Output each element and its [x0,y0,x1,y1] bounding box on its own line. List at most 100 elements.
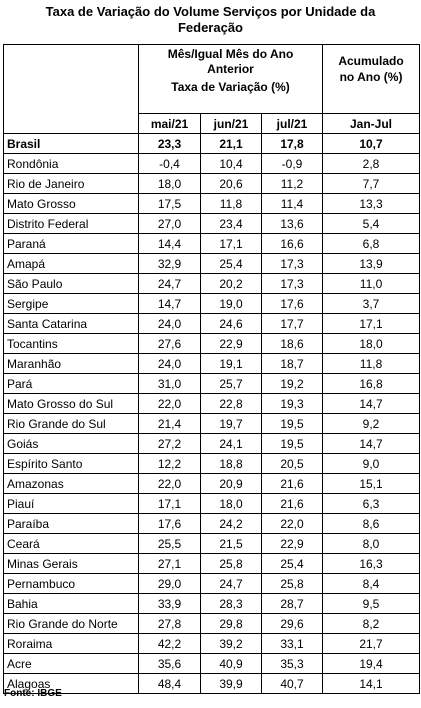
row-jun-cell: 10,4 [200,153,262,174]
row-mai-cell: 33,9 [138,593,201,614]
row-acc-cell: 6,3 [322,493,421,514]
row-name-cell: Alagoas [3,673,139,694]
row-mai-cell: 18,0 [138,173,201,194]
row-jun-cell: 20,9 [200,473,262,494]
row-jul-cell: 21,6 [260,493,324,514]
table-row: Paraíba 17,6 24,2 22,0 8,6 [3,513,421,534]
row-jul-cell: 22,9 [260,533,324,554]
header-col-acc: Jan-Jul [322,113,421,134]
row-jun-cell: 17,1 [200,233,262,254]
table-row: Alagoas 48,4 39,9 40,7 14,1 [3,673,421,694]
row-name-cell: Mato Grosso do Sul [3,393,139,414]
row-jul-cell: 29,6 [260,613,324,634]
row-jun-cell: 24,2 [200,513,262,534]
table-row: Bahia 33,9 28,3 28,7 9,5 [3,593,421,614]
table-row: Ceará 25,5 21,5 22,9 8,0 [3,533,421,554]
row-name-cell: Roraima [3,633,139,654]
row-jun-cell: 19,0 [200,293,262,314]
row-mai-cell: 21,4 [138,413,201,434]
header-accumulated: Acumulado no Ano (%) [322,44,421,114]
row-jun-cell: 39,2 [200,633,262,654]
table-row: Acre 35,6 40,9 35,3 19,4 [3,653,421,674]
table-row: Piauí 17,1 18,0 21,6 6,3 [3,493,421,514]
row-jul-cell: 17,3 [260,273,324,294]
table-row-total: Brasil 23,3 21,1 17,8 10,7 [3,133,421,154]
table-row: Distrito Federal 27,0 23,4 13,6 5,4 [3,213,421,234]
header-group-line-2: Anterior [207,62,254,76]
row-mai-cell: 27,2 [138,433,201,454]
table-row: Rio Grande do Norte 27,8 29,8 29,6 8,2 [3,613,421,634]
table-row: Sergipe 14,7 19,0 17,6 3,7 [3,293,421,314]
table-row: Tocantins 27,6 22,9 18,6 18,0 [3,333,421,354]
row-jun-cell: 39,9 [200,673,262,694]
row-jul-cell: 19,5 [260,413,324,434]
row-name-cell: Goiás [3,433,139,454]
table-row: Espírito Santo 12,2 18,8 20,5 9,0 [3,453,421,474]
source-note: Fonte: IBGE [4,688,62,699]
row-acc-cell: 19,4 [322,653,421,674]
table-title: Taxa de Variação do Volume Serviços por … [0,4,421,36]
row-name-cell: Bahia [3,593,139,614]
table-row: Goiás 27,2 24,1 19,5 14,7 [3,433,421,454]
row-jul-cell: 19,5 [260,433,324,454]
row-mai-cell: 17,5 [138,193,201,214]
row-mai-cell: 27,0 [138,213,201,234]
row-name-cell: Sergipe [3,293,139,314]
row-jun-cell: 11,8 [200,193,262,214]
row-jul-cell: -0,9 [260,153,324,174]
row-acc-cell: 13,3 [322,193,421,214]
row-jun-cell: 24,6 [200,313,262,334]
row-mai-cell: 27,6 [138,333,201,354]
row-name-cell: Maranhão [3,353,139,374]
row-jun-cell: 18,8 [200,453,262,474]
row-jun-cell: 21,1 [200,133,262,154]
row-acc-cell: 9,0 [322,453,421,474]
row-acc-cell: 10,7 [322,133,421,154]
row-mai-cell: 24,0 [138,353,201,374]
row-jun-cell: 28,3 [200,593,262,614]
row-jul-cell: 11,2 [260,173,324,194]
row-acc-cell: 8,2 [322,613,421,634]
table-row: Rondônia -0,4 10,4 -0,9 2,8 [3,153,421,174]
row-jul-cell: 17,3 [260,253,324,274]
row-name-cell: Tocantins [3,333,139,354]
row-jul-cell: 17,6 [260,293,324,314]
table-row: Mato Grosso 17,5 11,8 11,4 13,3 [3,193,421,214]
row-jul-cell: 19,3 [260,393,324,414]
row-acc-cell: 13,9 [322,253,421,274]
row-mai-cell: 48,4 [138,673,201,694]
header-acc-line-2: no Ano (%) [339,70,403,84]
row-mai-cell: 12,2 [138,453,201,474]
table-row: Paraná 14,4 17,1 16,6 6,8 [3,233,421,254]
row-jul-cell: 35,3 [260,653,324,674]
row-mai-cell: 25,5 [138,533,201,554]
row-mai-cell: 22,0 [138,473,201,494]
services-volume-table: Mês/Igual Mês do Ano Anterior Taxa de Va… [3,44,421,694]
row-jun-cell: 25,8 [200,553,262,574]
row-name-cell: Piauí [3,493,139,514]
row-mai-cell: -0,4 [138,153,201,174]
row-acc-cell: 11,8 [322,353,421,374]
row-mai-cell: 14,4 [138,233,201,254]
row-jul-cell: 40,7 [260,673,324,694]
row-mai-cell: 22,0 [138,393,201,414]
table-row: Santa Catarina 24,0 24,6 17,7 17,1 [3,313,421,334]
row-name-cell: Paraná [3,233,139,254]
table-row: Rio de Janeiro 18,0 20,6 11,2 7,7 [3,173,421,194]
header-group-line-3: Taxa de Variação (%) [171,80,290,94]
header-col-jul: jul/21 [260,113,324,134]
header-row-group: Mês/Igual Mês do Ano Anterior Taxa de Va… [3,44,421,134]
row-jul-cell: 25,4 [260,553,324,574]
table-row: Pará 31,0 25,7 19,2 16,8 [3,373,421,394]
row-acc-cell: 21,7 [322,633,421,654]
row-jun-cell: 24,1 [200,433,262,454]
row-name-cell: Santa Catarina [3,313,139,334]
row-jul-cell: 19,2 [260,373,324,394]
row-jun-cell: 25,7 [200,373,262,394]
row-mai-cell: 27,8 [138,613,201,634]
table-row: Amazonas 22,0 20,9 21,6 15,1 [3,473,421,494]
row-name-cell: Espírito Santo [3,453,139,474]
row-jul-cell: 22,0 [260,513,324,534]
row-jul-cell: 28,7 [260,593,324,614]
row-name-cell: Amapá [3,253,139,274]
